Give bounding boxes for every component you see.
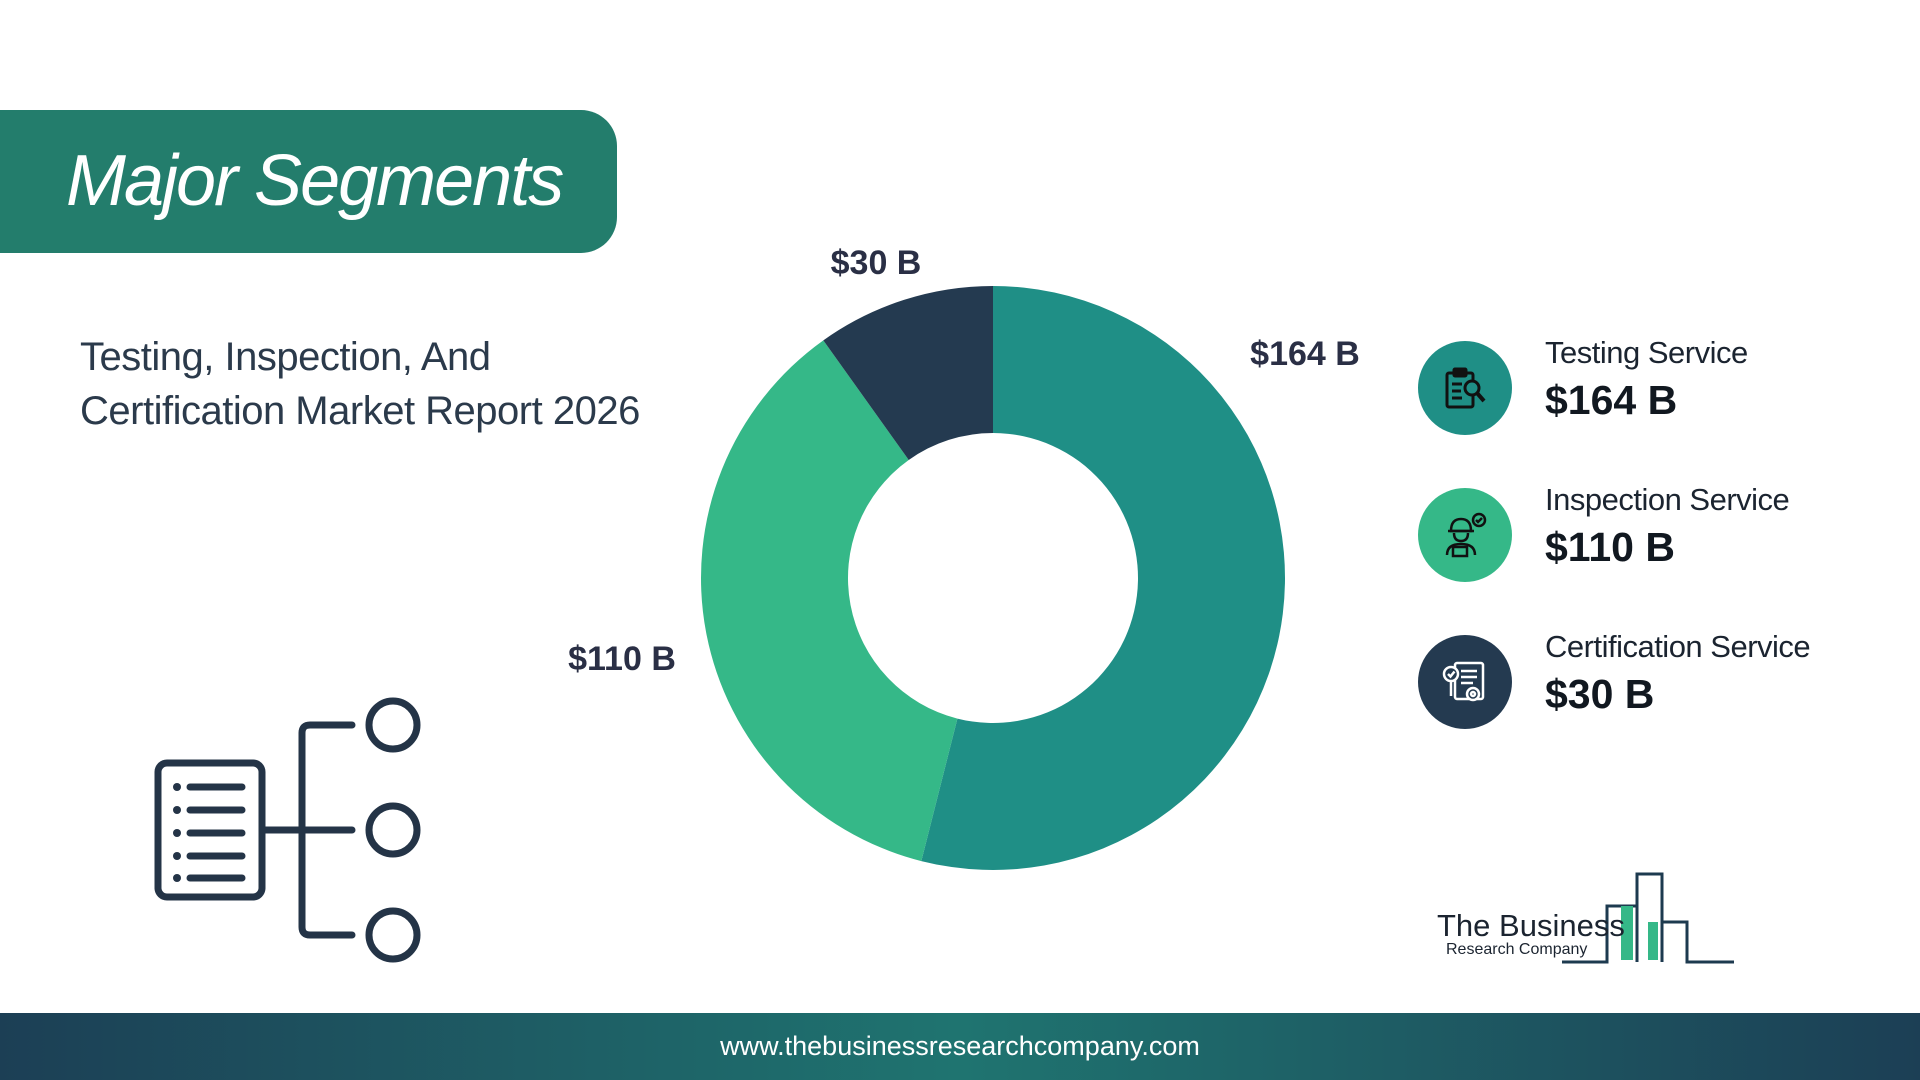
report-subtitle-line2: Certification Market Report 2026 [80,389,640,433]
legend-label-testing: Testing Service [1545,335,1748,370]
inspector-icon [1445,512,1487,558]
donut-slice-inspection [700,340,958,862]
legend-label-certification: Certification Service [1545,629,1811,664]
title-banner: Major Segments [0,110,617,253]
donut-slice-testing [921,286,1286,871]
legend-label-inspection: Inspection Service [1545,482,1790,517]
donut-data-label-certification: $30 B [831,244,922,282]
legend-value-testing: $164 B [1545,377,1678,423]
report-subtitle: Testing, Inspection, And Certification M… [80,330,700,438]
segments-tree-icon [154,697,421,963]
donut-slice-certification [823,286,993,460]
legend-item-testing: Testing Service $164 B [1418,335,1898,482]
legend-swatch-certification [1418,635,1512,729]
donut-data-label-inspection: $110 B [568,640,676,678]
footer-bar: www.thebusinessresearchcompany.com [0,1013,1920,1080]
donut-data-label-testing: $164 B [1250,335,1360,373]
donut-chart: $164 B $110 B $30 B [568,244,1360,871]
chart-legend: Testing Service $164 B Inspection Servic… [1418,335,1898,776]
certificate-icon [1442,661,1485,702]
legend-swatch-inspection [1418,488,1512,582]
legend-swatch-testing [1418,341,1512,435]
company-logo: The Business Research Company [1432,870,1742,966]
logo-text-line1: The Business [1437,908,1625,943]
legend-value-inspection: $110 B [1545,524,1675,570]
legend-value-certification: $30 B [1545,671,1655,717]
legend-item-inspection: Inspection Service $110 B [1418,482,1898,629]
report-subtitle-line1: Testing, Inspection, And [80,335,491,379]
legend-item-certification: Certification Service $30 B [1418,629,1898,776]
website-link[interactable]: www.thebusinessresearchcompany.com [720,1031,1200,1061]
building-bars-logo-icon [1562,872,1734,964]
logo-text-line2: Research Company [1446,941,1588,958]
page-title: Major Segments [66,141,564,221]
clipboard-search-icon [1445,367,1486,409]
